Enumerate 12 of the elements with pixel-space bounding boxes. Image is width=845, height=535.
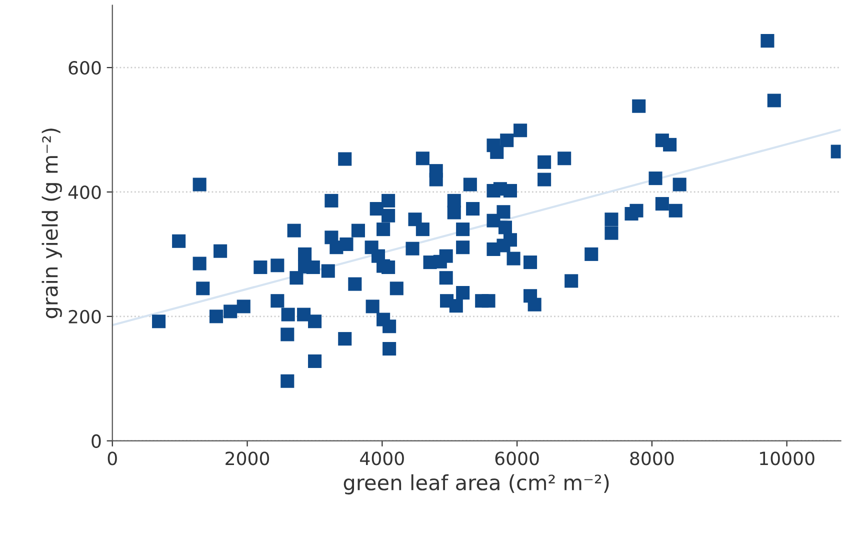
x-tick-label: 0: [108, 452, 117, 466]
x-axis-title: green leaf area (cm² m⁻²): [344, 474, 609, 494]
x-tick-label: 4000: [360, 452, 404, 466]
x-tick-label: 10000: [760, 452, 814, 466]
y-tick-label: 400: [68, 185, 101, 200]
x-tick-label: 8000: [630, 452, 674, 466]
y-tick-label: 600: [68, 61, 101, 75]
x-tick-label: 6000: [495, 452, 539, 466]
y-tick-label: 200: [68, 310, 101, 324]
x-tick-label: 2000: [226, 452, 270, 466]
y-tick-label: 0: [92, 434, 101, 448]
y-axis-title: grain yield (g m⁻²): [42, 128, 62, 318]
